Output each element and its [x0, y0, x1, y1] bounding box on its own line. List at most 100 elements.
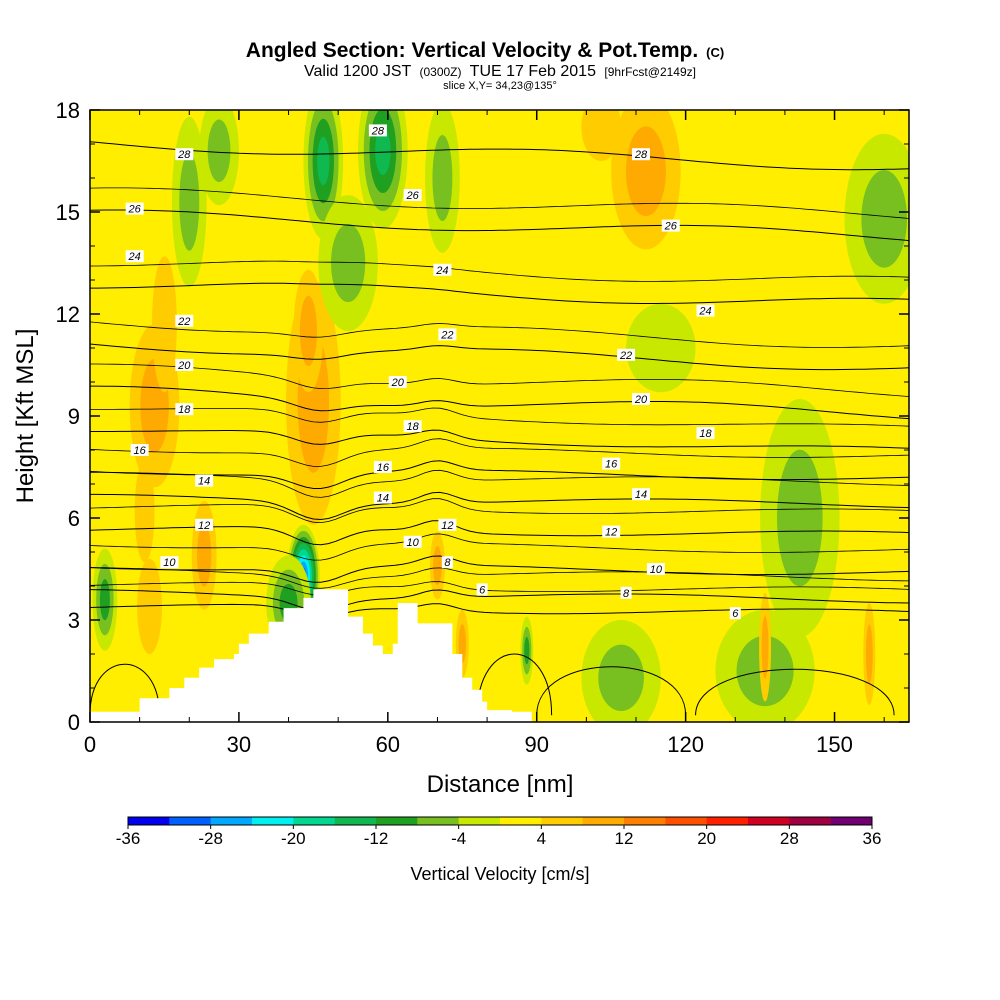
velocity-band	[152, 256, 177, 393]
theta-label-bg	[620, 586, 632, 599]
theta-label-bg	[125, 250, 144, 263]
theta-label-bg	[175, 403, 194, 416]
y-tick-label: 18	[56, 98, 80, 123]
theta-label-text: 14	[635, 489, 647, 501]
theta-contour	[90, 141, 909, 171]
y-tick-label: 6	[68, 506, 80, 531]
theta-label-bg	[373, 491, 392, 504]
valid-zulu: (0300Z)	[419, 65, 461, 79]
theta-label-text: 26	[664, 221, 678, 233]
theta-label-text: 22	[177, 316, 190, 328]
velocity-feature	[759, 592, 772, 702]
y-tick-label: 9	[68, 404, 80, 429]
theta-label-bg	[388, 376, 407, 388]
theta-contour	[90, 282, 909, 304]
theta-label-text: 24	[128, 251, 141, 263]
theta-label-text: 12	[605, 527, 617, 539]
colorbar-tick-label: 4	[537, 829, 546, 848]
velocity-band	[432, 135, 453, 221]
theta-label: 6	[729, 607, 741, 620]
theta-label: 14	[373, 491, 392, 505]
theta-label: 6	[476, 583, 488, 596]
theta-label-text: 24	[698, 306, 711, 318]
theta-label: 14	[195, 474, 214, 488]
colorbar-swatch	[169, 817, 211, 825]
velocity-band	[458, 624, 466, 664]
theta-label-bg	[729, 607, 741, 620]
theta-label-bg	[195, 474, 214, 487]
theta-label: 10	[160, 556, 179, 569]
velocity-band	[626, 303, 696, 393]
theta-label-bg	[175, 148, 194, 161]
plot-area: 28 28 28 26 26 26 24 24 24 22 22 22 20 20 20 18 18 18 16 16…	[90, 110, 909, 722]
theta-label-text: 8	[623, 588, 630, 600]
theta-label: 28	[175, 148, 194, 161]
theta-label: 18	[696, 427, 715, 440]
velocity-band	[197, 524, 212, 587]
theta-contour	[90, 555, 909, 583]
forecast-tag: [9hrFcst@2149z]	[604, 65, 696, 79]
theta-contour-minor	[90, 321, 909, 348]
theta-contour-minor	[90, 363, 909, 397]
x-tick-label: 60	[376, 732, 400, 757]
chart-title: Angled Section: Vertical Velocity & Pot.…	[246, 39, 724, 62]
theta-label-text: 20	[634, 394, 648, 406]
velocity-feature	[520, 616, 534, 685]
theta-label: 24	[125, 250, 144, 263]
velocity-band	[299, 295, 317, 367]
theta-label-text: 10	[407, 537, 420, 549]
colorbar-swatch	[417, 817, 459, 825]
theta-label-bg	[130, 444, 149, 456]
colorbar-tick-label: 20	[697, 829, 716, 848]
theta-label-text: 22	[440, 329, 453, 341]
colorbar-swatch	[458, 817, 501, 825]
y-tick-label: 12	[56, 302, 80, 327]
theta-label: 12	[195, 518, 214, 532]
colorbar-swatch	[293, 817, 335, 825]
theta-label: 18	[403, 420, 422, 433]
colorbar-tick-label: -20	[281, 829, 306, 848]
velocity-feature	[581, 110, 622, 161]
theta-contour	[90, 491, 909, 521]
theta-label-text: 16	[377, 462, 390, 474]
theta-label-bg	[696, 304, 715, 317]
boundary-layer-contour	[695, 668, 895, 716]
theta-label-text: 26	[128, 204, 142, 216]
theta-label-bg	[602, 457, 621, 470]
theta-contour-minor	[90, 260, 909, 282]
theta-label-text: 18	[699, 428, 712, 440]
colorbar-tick-label: -12	[364, 829, 389, 848]
theta-label: 28	[631, 148, 650, 161]
x-tick-label: 150	[816, 732, 853, 757]
velocity-band	[865, 624, 873, 684]
theta-label-bg	[476, 583, 488, 596]
theta-label-text: 10	[650, 564, 663, 576]
colorbar-swatch	[624, 817, 666, 825]
velocity-band	[625, 126, 666, 217]
theta-label-bg	[602, 525, 621, 538]
theta-contour	[90, 603, 909, 618]
theta-label-text: 24	[435, 265, 448, 277]
colorbar	[127, 816, 873, 826]
velocity-feature	[626, 303, 696, 393]
theta-contour	[90, 343, 909, 371]
colorbar-tick-label: -28	[198, 829, 223, 848]
theta-label-bg	[373, 461, 392, 473]
theta-label-bg	[403, 535, 422, 548]
velocity-feature	[760, 399, 840, 637]
terrain	[90, 589, 532, 722]
theta-label-bg	[631, 393, 650, 405]
theta-contour	[90, 385, 909, 420]
colorbar-tick-label: 36	[863, 829, 882, 848]
colorbar-tick-label: -4	[451, 829, 466, 848]
theta-label-text: 22	[619, 350, 632, 362]
theta-label-bg	[433, 263, 452, 276]
theta-label-bg	[175, 314, 194, 327]
theta-label-bg	[441, 556, 453, 569]
theta-label-bg	[661, 219, 680, 232]
y-tick-label: 15	[56, 200, 80, 225]
theta-label-bg	[696, 427, 715, 439]
colorbar-swatch	[376, 817, 418, 825]
velocity-band	[581, 110, 622, 161]
